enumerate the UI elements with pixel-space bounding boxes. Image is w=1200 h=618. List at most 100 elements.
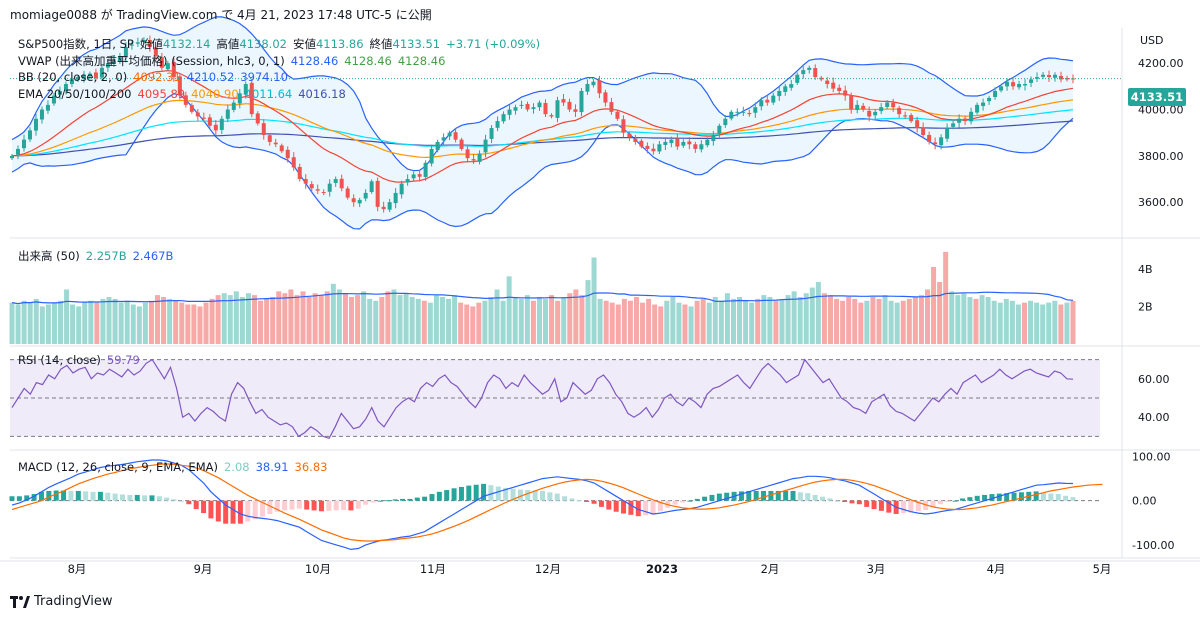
candle-body <box>531 107 536 110</box>
volume-bar <box>282 293 288 344</box>
candle-body <box>735 111 740 113</box>
candle-body <box>645 145 650 149</box>
volume-bar <box>585 280 591 344</box>
legend-symbol[interactable]: S&P500指数, 1日, SP <box>18 37 134 51</box>
volume-bar <box>949 291 955 344</box>
volume-bar <box>373 300 379 344</box>
candle-body <box>33 118 38 131</box>
volume-bar <box>652 304 658 344</box>
macd-histogram-bar <box>127 494 133 501</box>
time-axis-tick: 12月 <box>535 562 561 576</box>
macd-histogram-bar <box>849 500 855 504</box>
volume-bar <box>512 297 518 344</box>
bollinger-upper-line <box>11 16 1074 172</box>
candle-body <box>933 142 938 145</box>
ema20-line <box>11 69 1074 183</box>
volume-bar <box>64 289 70 344</box>
candle-body <box>207 117 212 126</box>
volume-bar <box>676 302 682 344</box>
volume-bar <box>834 298 840 344</box>
volume-bar <box>627 300 633 344</box>
bb-legend[interactable]: BB (20, close, 2, 0) 4092.31 4210.52 3974.1… <box>18 70 294 84</box>
candle-body <box>177 76 182 96</box>
candle-body <box>783 86 788 92</box>
price-axis-tick: 4200.00 <box>1138 57 1184 70</box>
volume-bar <box>955 295 961 344</box>
candle-body <box>663 141 668 145</box>
volume-bar <box>288 289 294 344</box>
volume-bar <box>161 297 167 344</box>
volume-bar <box>718 300 724 344</box>
candle-body <box>813 68 818 78</box>
volume-axis-tick: 2B <box>1138 300 1153 313</box>
macd-histogram-bar <box>341 500 347 510</box>
macd-histogram-bar <box>628 500 634 515</box>
macd-histogram-bar <box>311 500 317 511</box>
candle-body <box>609 102 614 112</box>
candle-body <box>687 141 692 145</box>
candle-body <box>831 82 836 89</box>
volume-bar <box>464 304 470 344</box>
candle-body <box>795 74 800 83</box>
volume-bar <box>51 302 57 344</box>
macd-histogram-bar <box>650 500 656 515</box>
bb-basis-value: 4092.31 <box>133 70 181 84</box>
volume-bar <box>233 291 239 344</box>
volume-bar <box>167 298 173 344</box>
candle-body <box>243 84 248 95</box>
macd-histogram-bar <box>901 500 907 514</box>
candle-body <box>681 141 686 146</box>
volume-bar <box>1070 300 1076 344</box>
candle-body <box>843 90 848 96</box>
macd-histogram-bar <box>1048 493 1054 501</box>
candle-body <box>861 105 866 110</box>
macd-legend[interactable]: MACD (12, 26, close, 9, EMA, EMA) 2.08 38.… <box>18 460 333 474</box>
ema-legend[interactable]: EMA 20/50/100/200 4095.89 4040.90 4011.64 40… <box>18 87 352 101</box>
volume-bar <box>397 295 403 344</box>
volume-bar <box>712 297 718 344</box>
candle-body <box>963 118 968 122</box>
macd-histogram-bar <box>201 500 207 514</box>
macd-histogram-bar <box>466 485 472 501</box>
macd-histogram-bar <box>245 500 251 522</box>
candle-body <box>477 153 482 162</box>
macd-histogram-bar <box>16 496 22 501</box>
volume-bar <box>494 289 500 344</box>
candle-body <box>807 67 812 70</box>
volume-bar <box>482 300 488 344</box>
volume-bar <box>749 302 755 344</box>
volume-bar <box>555 300 561 344</box>
volume-bar <box>427 302 433 344</box>
candle-body <box>129 44 134 46</box>
candle-body <box>651 148 656 152</box>
currency-label: USD <box>1140 34 1164 47</box>
candle-body <box>147 40 152 47</box>
rsi-legend[interactable]: RSI (14, close) 59.79 <box>18 353 146 367</box>
volume-ma-line <box>11 291 1074 305</box>
candle-body <box>999 86 1004 91</box>
volume-axis-tick: 4B <box>1138 263 1153 276</box>
candle-body <box>603 92 608 103</box>
tradingview-brand[interactable]: TradingView <box>10 594 113 609</box>
candle-body <box>867 110 872 117</box>
volume-legend[interactable]: 出来高 (50) 2.257B 2.467B <box>18 248 179 264</box>
volume-bar <box>9 302 15 344</box>
vwap-legend[interactable]: VWAP (出来高加重平均価格) (Session, hlc3, 0, 1) 41… <box>18 53 451 69</box>
volume-bar <box>864 300 870 344</box>
macd-histogram-bar <box>223 500 229 524</box>
candle-body <box>27 130 32 140</box>
volume-bar <box>403 293 409 344</box>
volume-bar <box>1052 300 1058 344</box>
candle-body <box>567 101 572 110</box>
macd-histogram-bar <box>834 500 840 502</box>
ema50-line <box>11 99 1074 159</box>
candle-body <box>741 111 746 113</box>
volume-bar <box>1064 302 1070 344</box>
volume-bar <box>391 289 397 344</box>
macd-histogram-bar <box>915 500 921 512</box>
main-legend: S&P500指数, 1日, SP 始値4132.14 高値4138.02 安値4113… <box>18 36 546 52</box>
candle-body <box>69 79 74 85</box>
macd-histogram-bar <box>208 500 214 519</box>
volume-bar <box>1021 302 1027 344</box>
